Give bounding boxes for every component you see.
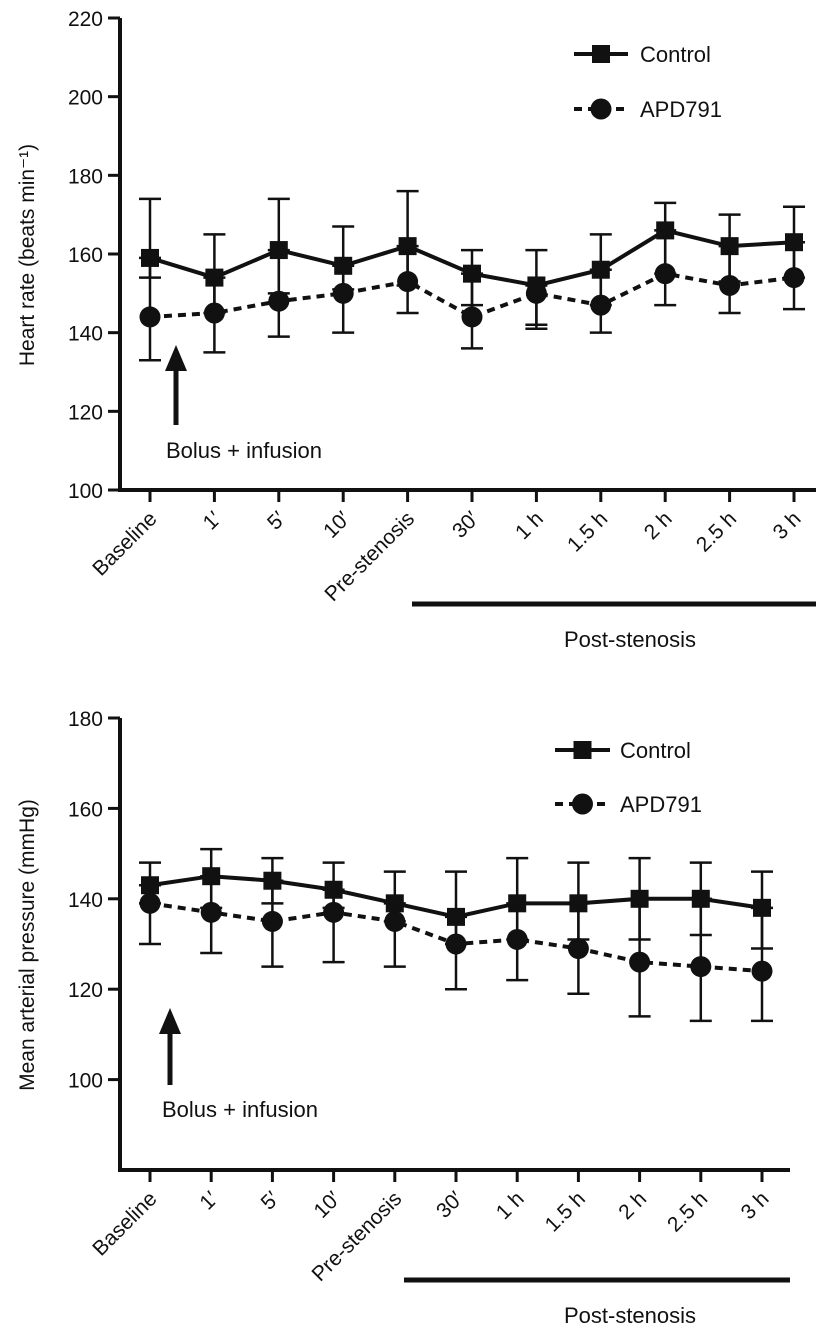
legend-square-icon [592,45,610,63]
y-tick-label: 160 [68,244,103,267]
legend-circle-icon [590,98,612,120]
x-tick-label: 1′ [195,1187,222,1214]
data-point-circle [200,901,222,923]
x-tick-label: 5′ [257,1187,284,1214]
x-tick-label: 2 h [640,507,677,544]
data-point-circle [719,274,741,296]
data-point-circle [567,938,589,960]
y-tick-label: 220 [68,8,103,31]
legend-label-apd791: APD791 [620,792,702,817]
y-tick-label: 120 [68,979,103,1002]
heart-rate-chart: Heart rate (beats min⁻¹) Control APD791 … [16,8,816,652]
legend-square-icon [573,741,592,759]
y-tick-label: 120 [68,401,103,424]
y-axis-label: Heart rate (beats min⁻¹) [16,144,39,366]
x-tick-label: 1 h [492,1187,529,1224]
legend-label-control: Control [640,42,711,67]
x-tick-label: Baseline [88,1187,161,1260]
post-stenosis-label: Post-stenosis [564,1303,696,1328]
data-point-circle [461,306,483,328]
y-tick-label: 140 [68,323,103,346]
data-point-circle [139,306,161,328]
y-tick-label: 140 [68,889,103,912]
data-point-circle [384,910,406,932]
data-point-circle [525,282,547,304]
x-tick-label: 1 h [511,507,548,544]
x-tick-label: 3 h [769,507,806,544]
legend-label-apd791: APD791 [640,97,722,122]
data-point-circle [751,960,773,982]
x-tick-label: Baseline [88,507,161,580]
data-point-circle [397,271,419,293]
data-point-circle [332,282,354,304]
x-tick-label: 2.5 h [663,1187,712,1236]
data-point-circle [261,910,283,932]
x-tick-label: 10′ [319,507,355,543]
data-point-circle [690,956,712,978]
data-point-circle [445,933,467,955]
series-line-apd791 [149,271,795,320]
x-tick-label: 10′ [310,1187,346,1223]
x-tick-label: 3 h [737,1187,774,1224]
y-tick-label: 100 [68,1070,103,1093]
y-tick-label: 160 [68,798,103,821]
x-tick-label: 30′ [448,507,484,543]
post-stenosis-label: Post-stenosis [564,627,696,652]
data-point-circle [506,928,528,950]
data-point-circle [783,267,805,289]
arrow-head-icon [165,345,187,371]
legend-label-control: Control [620,738,691,763]
y-tick-label: 180 [68,165,103,188]
arrow-head-icon [159,1008,181,1034]
x-tick-label: 5′ [263,507,290,534]
x-tick-label: 2.5 h [692,507,741,556]
bolus-infusion-annotation: Bolus + infusion [166,438,322,463]
data-point-circle [590,294,612,316]
data-point-circle [629,951,651,973]
legend-circle-icon [572,793,593,815]
x-tick-label: 1′ [199,507,226,534]
data-point-circle [203,302,225,324]
bolus-infusion-annotation: Bolus + infusion [162,1097,318,1122]
x-tick-label: 2 h [614,1187,651,1224]
data-point-circle [139,892,161,914]
data-point-circle [323,901,345,923]
y-axis-label: Mean arterial pressure (mmHg) [16,799,39,1091]
y-tick-label: 100 [68,480,103,503]
x-tick-label: 1.5 h [563,507,612,556]
data-point-circle [268,290,290,312]
y-tick-label: 180 [68,708,103,731]
y-tick-label: 200 [68,87,103,110]
x-tick-label: 30′ [432,1187,468,1223]
data-point-circle [654,263,676,285]
x-tick-label: 1.5 h [541,1187,590,1236]
mean-arterial-pressure-chart: Mean arterial pressure (mmHg) Control AP… [16,708,790,1328]
